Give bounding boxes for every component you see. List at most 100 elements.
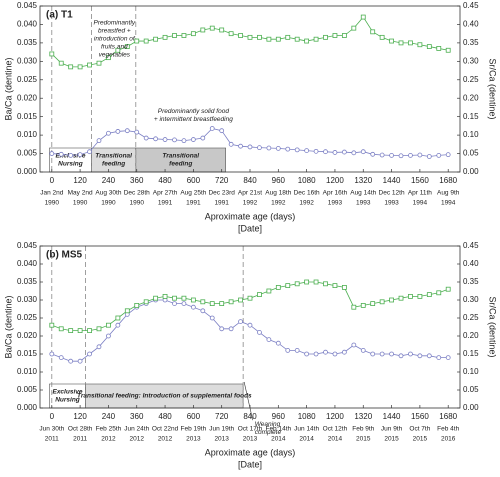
data-point (304, 38, 310, 44)
date-year: 1993 (384, 200, 399, 207)
data-point (285, 347, 291, 353)
data-point (58, 151, 64, 157)
data-point (285, 283, 291, 289)
annotation: breastfed + (98, 27, 131, 34)
data-point (417, 293, 423, 299)
y2-axis-title: Sr/Ca (dentine) (488, 58, 498, 119)
y-tick-label: 0.010 (17, 130, 38, 139)
data-point (228, 141, 234, 147)
data-point (426, 353, 432, 359)
y2-tick-label: 0.45 (463, 241, 479, 250)
data-point (360, 302, 366, 308)
date-year: 1992 (299, 200, 314, 207)
data-point (266, 36, 272, 42)
date-label: Feb 19th (181, 426, 207, 433)
date-label: Jan 2nd (40, 190, 64, 197)
data-point (115, 322, 121, 328)
data-point (332, 33, 338, 38)
data-point (426, 44, 432, 49)
x-tick-label: 1320 (354, 176, 372, 185)
y-tick-label: 0.020 (17, 331, 38, 340)
date-label: Apr 11th (408, 190, 432, 197)
data-point (294, 147, 300, 153)
data-point (379, 299, 385, 305)
data-point (408, 293, 413, 299)
date-year: 2013 (214, 436, 229, 443)
region-label: Transitional (162, 153, 199, 160)
annotation: complete (255, 429, 282, 436)
date-label: May 2nd (68, 190, 93, 197)
date-year: 1991 (186, 200, 201, 207)
x-tick-label: 1440 (383, 412, 401, 421)
y2-tick-label: 0.40 (463, 259, 479, 268)
annotation-arrow (243, 381, 254, 421)
x-tick-label: 1560 (411, 176, 429, 185)
data-point (172, 295, 177, 301)
data-point (408, 40, 413, 46)
date-label: Feb 14th (265, 426, 291, 433)
data-point (153, 295, 159, 301)
date-label: Apr 16th (323, 190, 348, 197)
annotation: introduction of (94, 35, 136, 42)
x-tick-label: 1680 (439, 176, 457, 185)
data-point (219, 301, 225, 307)
x-tick-label: 0 (50, 412, 55, 421)
date-year: 2011 (73, 436, 87, 443)
x-tick-label: 240 (102, 176, 116, 185)
data-point (389, 297, 394, 303)
data-point (87, 149, 92, 155)
x-axis-title: Aproximate age (days) (205, 447, 296, 457)
data-point (304, 351, 310, 357)
data-point (436, 152, 442, 158)
data-point (360, 347, 366, 353)
x-tick-label: 1680 (439, 412, 457, 421)
data-point (266, 288, 272, 294)
data-point (172, 137, 177, 143)
data-point (58, 326, 64, 332)
x-tick-label: 0 (50, 176, 55, 185)
y-axis-title: Ba/Ca (dentine) (3, 295, 13, 358)
data-point (143, 299, 149, 305)
date-label: Dec 23rd (208, 190, 235, 197)
annotation: Predominantly (94, 19, 136, 26)
y-tick-label: 0.035 (17, 38, 38, 47)
data-point (313, 279, 319, 285)
y-tick-label: 0.000 (17, 167, 38, 176)
data-point (200, 308, 206, 314)
date-label: Dec 28th (124, 190, 150, 197)
data-point (398, 40, 404, 46)
data-point (257, 292, 262, 298)
data-point (68, 64, 74, 70)
data-point (96, 326, 102, 332)
date-label: Feb 4th (437, 426, 459, 433)
data-point (370, 29, 376, 35)
y-tick-label: 0.005 (17, 149, 38, 158)
data-point (436, 46, 442, 51)
data-point (190, 31, 196, 37)
data-point (87, 351, 92, 357)
date-year: 2014 (271, 436, 286, 443)
data-point (143, 38, 149, 44)
date-year: 1992 (271, 200, 286, 207)
date-year: 1990 (101, 200, 116, 207)
date-label: Oct 12th (323, 426, 348, 433)
data-point (275, 145, 281, 151)
y2-tick-label: 0.25 (463, 75, 479, 84)
date-year: 1990 (45, 200, 60, 207)
y-tick-label: 0.020 (17, 93, 38, 102)
date-label: Oct 22nd (152, 426, 179, 433)
data-point (134, 302, 140, 308)
data-point (77, 358, 83, 364)
date-year: 1993 (328, 200, 343, 207)
data-point (87, 328, 92, 334)
y-tick-label: 0.010 (17, 367, 38, 376)
date-label: Dec 16th (294, 190, 320, 197)
date-year: 1993 (356, 200, 371, 207)
region-label: Transitional (95, 153, 132, 160)
data-point (313, 148, 319, 154)
data-point (370, 351, 376, 357)
annotation: Weaning (255, 421, 281, 428)
x-tick-label: 720 (215, 176, 229, 185)
data-point (153, 36, 159, 42)
